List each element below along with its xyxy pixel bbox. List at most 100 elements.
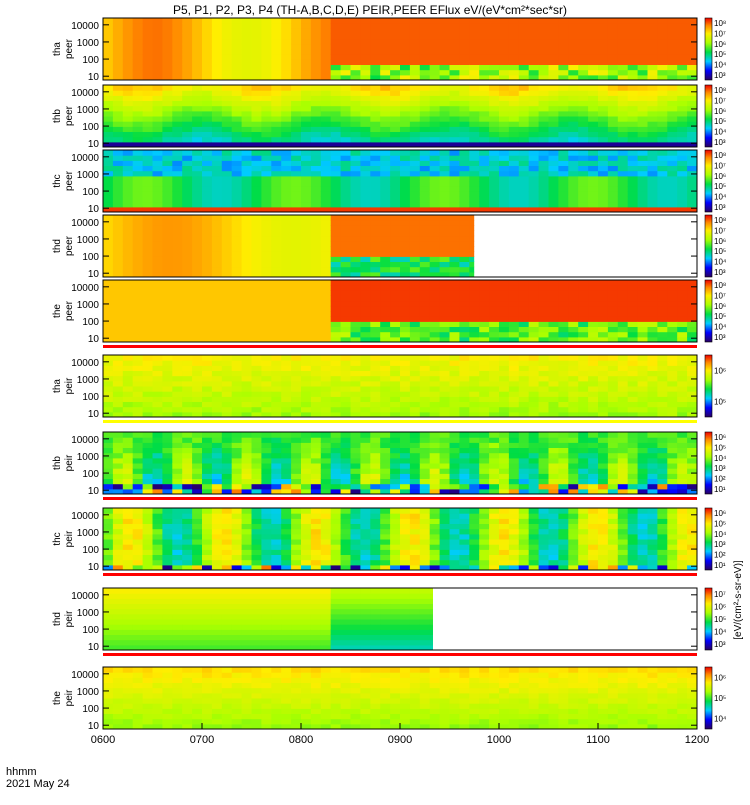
heatmap-cell bbox=[261, 191, 271, 197]
heatmap-cell bbox=[212, 197, 222, 203]
heatmap-cell bbox=[123, 241, 133, 247]
heatmap-cell bbox=[370, 327, 380, 333]
heatmap-cell bbox=[291, 365, 301, 371]
heatmap-cell bbox=[202, 391, 212, 397]
heatmap-cell bbox=[578, 171, 588, 177]
heatmap-cell bbox=[440, 225, 450, 231]
heatmap-cell bbox=[162, 111, 172, 117]
heatmap-cell bbox=[222, 355, 232, 361]
heatmap-cell bbox=[252, 267, 262, 273]
heatmap-cell bbox=[558, 463, 568, 469]
heatmap-cell bbox=[499, 280, 509, 286]
heatmap-cell bbox=[450, 306, 460, 312]
heatmap-cell bbox=[608, 371, 618, 377]
heatmap-cell bbox=[153, 391, 163, 397]
heatmap-cell bbox=[192, 468, 202, 474]
heatmap-cell bbox=[162, 166, 172, 172]
heatmap-cell bbox=[549, 160, 559, 166]
heatmap-cell bbox=[499, 453, 509, 459]
heatmap-cell bbox=[202, 280, 212, 286]
heatmap-cell bbox=[222, 432, 232, 438]
heatmap-cell bbox=[420, 371, 430, 377]
heatmap-cell bbox=[192, 355, 202, 361]
heatmap-cell bbox=[598, 186, 608, 192]
heatmap-cell bbox=[172, 332, 182, 338]
heatmap-cell bbox=[341, 432, 351, 438]
heatmap-cell bbox=[578, 39, 588, 45]
heatmap-cell bbox=[687, 458, 697, 464]
heatmap-cell bbox=[331, 246, 341, 252]
heatmap-cell bbox=[153, 236, 163, 242]
heatmap-cell bbox=[638, 34, 648, 40]
heatmap-cell bbox=[618, 70, 628, 76]
heatmap-cell bbox=[529, 186, 539, 192]
heatmap-cell bbox=[331, 181, 341, 187]
heatmap-cell bbox=[162, 453, 172, 459]
heatmap-cell bbox=[341, 101, 351, 107]
heatmap-cell bbox=[331, 391, 341, 397]
heatmap-cell bbox=[638, 39, 648, 45]
heatmap-cell bbox=[519, 355, 529, 361]
heatmap-cell bbox=[123, 306, 133, 312]
heatmap-cell bbox=[558, 301, 568, 307]
heatmap-cell bbox=[271, 121, 281, 127]
heatmap-cell bbox=[598, 468, 608, 474]
heatmap-cell bbox=[341, 126, 351, 132]
heatmap-cell bbox=[430, 321, 440, 327]
heatmap-cell bbox=[252, 191, 262, 197]
heatmap-cell bbox=[212, 484, 222, 490]
heatmap-cell bbox=[390, 432, 400, 438]
heatmap-cell bbox=[301, 463, 311, 469]
heatmap-cell bbox=[103, 267, 113, 273]
heatmap-cell bbox=[252, 181, 262, 187]
heatmap-cell bbox=[341, 280, 351, 286]
heatmap-cell bbox=[489, 132, 499, 138]
heatmap-cell bbox=[667, 365, 677, 371]
heatmap-cell bbox=[222, 301, 232, 307]
heatmap-cell bbox=[440, 34, 450, 40]
heatmap-cell bbox=[479, 479, 489, 485]
heatmap-cell bbox=[628, 116, 638, 122]
heatmap-cell bbox=[648, 432, 658, 438]
heatmap-cell bbox=[400, 65, 410, 71]
heatmap-cell bbox=[479, 381, 489, 387]
heatmap-cell bbox=[420, 65, 430, 71]
heatmap-cell bbox=[291, 311, 301, 317]
heatmap-cell bbox=[172, 391, 182, 397]
heatmap-cell bbox=[242, 126, 252, 132]
heatmap-cell bbox=[123, 468, 133, 474]
heatmap-cell bbox=[558, 442, 568, 448]
heatmap-cell bbox=[380, 371, 390, 377]
heatmap-cell bbox=[202, 132, 212, 138]
heatmap-cell bbox=[192, 34, 202, 40]
heatmap-cell bbox=[202, 111, 212, 117]
heatmap-cell bbox=[450, 236, 460, 242]
heatmap-cell bbox=[608, 116, 618, 122]
heatmap-cell bbox=[499, 458, 509, 464]
heatmap-cell bbox=[598, 59, 608, 65]
colorbar-tick-label: 10⁷ bbox=[714, 162, 726, 171]
heatmap-cell bbox=[430, 301, 440, 307]
heatmap-cell bbox=[351, 59, 361, 65]
heatmap-cell bbox=[657, 191, 667, 197]
heatmap-cell bbox=[192, 479, 202, 485]
heatmap-cell bbox=[123, 513, 133, 519]
heatmap-cell bbox=[222, 176, 232, 182]
heatmap-cell bbox=[509, 126, 519, 132]
heatmap-cell bbox=[351, 90, 361, 96]
heatmap-cell bbox=[331, 191, 341, 197]
heatmap-cell bbox=[143, 202, 153, 208]
heatmap-cell bbox=[549, 407, 559, 413]
heatmap-cell bbox=[687, 111, 697, 117]
heatmap-cell bbox=[271, 246, 281, 252]
heatmap-cell bbox=[360, 479, 370, 485]
heatmap-cell bbox=[351, 116, 361, 122]
heatmap-cell bbox=[667, 407, 677, 413]
heatmap-cell bbox=[252, 176, 262, 182]
heatmap-cell bbox=[341, 215, 351, 221]
heatmap-cell bbox=[430, 256, 440, 262]
heatmap-cell bbox=[232, 54, 242, 60]
heatmap-cell bbox=[341, 246, 351, 252]
heatmap-cell bbox=[489, 402, 499, 408]
heatmap-cell bbox=[172, 267, 182, 273]
